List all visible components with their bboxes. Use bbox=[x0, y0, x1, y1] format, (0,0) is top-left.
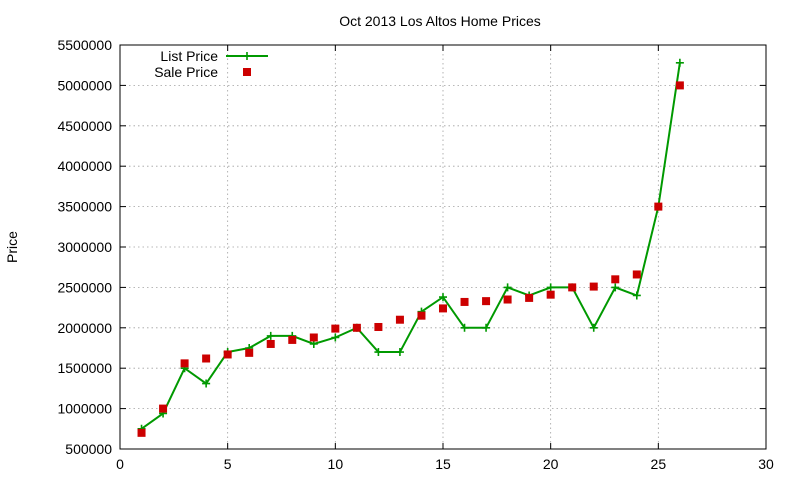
list-price-point bbox=[374, 348, 383, 357]
x-tick-label: 25 bbox=[651, 456, 667, 472]
list-price-point bbox=[546, 283, 555, 292]
x-tick-label: 10 bbox=[328, 456, 344, 472]
sale-price-point bbox=[439, 304, 447, 313]
sale-price-point bbox=[374, 322, 383, 331]
sale-price-point bbox=[245, 348, 254, 357]
sale-price-point bbox=[137, 428, 146, 437]
sale-price-point bbox=[589, 282, 598, 291]
series-layer bbox=[137, 58, 684, 437]
sale-price-point bbox=[309, 333, 318, 342]
list-price-point bbox=[460, 323, 469, 332]
legend-label: List Price bbox=[160, 48, 218, 64]
sale-price-point bbox=[503, 295, 512, 304]
x-tick-label: 15 bbox=[435, 456, 451, 472]
x-tick-label: 0 bbox=[116, 456, 124, 472]
y-tick-label: 500000 bbox=[65, 441, 112, 457]
sale-price-point bbox=[202, 354, 211, 363]
legend-plus-marker bbox=[243, 52, 251, 60]
sale-price-point bbox=[482, 297, 491, 306]
sale-price-point bbox=[223, 350, 232, 359]
sale-price-point bbox=[654, 202, 663, 211]
list-price-line bbox=[140, 62, 681, 430]
sale-price-point bbox=[568, 283, 577, 292]
list-price-point bbox=[503, 283, 512, 292]
list-price-point bbox=[632, 291, 641, 300]
sale-price-point bbox=[417, 311, 426, 320]
list-price-point bbox=[266, 331, 275, 340]
y-axis-label: Price bbox=[4, 231, 20, 263]
sale-price-point bbox=[632, 270, 641, 279]
list-price-point bbox=[675, 58, 684, 67]
sale-price-point bbox=[395, 315, 404, 324]
gridlines bbox=[120, 45, 766, 449]
y-tick-label: 2000000 bbox=[57, 320, 112, 336]
legend-square-marker bbox=[243, 68, 251, 76]
y-tick-label: 1500000 bbox=[57, 360, 112, 376]
y-tick-label: 5500000 bbox=[57, 37, 112, 53]
sale-price-point bbox=[525, 293, 534, 302]
x-tick-label: 5 bbox=[224, 456, 232, 472]
y-tick-label: 4000000 bbox=[57, 158, 112, 174]
sale-price-point bbox=[352, 323, 361, 332]
y-tick-label: 2500000 bbox=[57, 279, 112, 295]
x-tick-label: 30 bbox=[758, 456, 774, 472]
y-tick-label: 3500000 bbox=[57, 199, 112, 215]
y-tick-label: 3000000 bbox=[57, 239, 112, 255]
sale-price-point bbox=[460, 297, 469, 306]
legend-label: Sale Price bbox=[154, 64, 218, 80]
list-price-point bbox=[331, 333, 340, 342]
y-tick-label: 1000000 bbox=[57, 401, 112, 417]
axis-ticks: 0 5 10 15 20 25 30 500000 1000000 1500000 2000000 2… bbox=[57, 37, 774, 472]
series-list-price bbox=[137, 58, 684, 433]
sale-price-point bbox=[266, 339, 275, 348]
sale-price-point bbox=[288, 335, 297, 344]
sale-price-point bbox=[611, 275, 620, 284]
list-price-point bbox=[439, 293, 447, 302]
series-sale-price bbox=[137, 81, 684, 437]
sale-price-point bbox=[180, 359, 189, 368]
sale-price-point bbox=[675, 81, 684, 90]
list-price-point bbox=[395, 348, 404, 357]
y-tick-label: 4500000 bbox=[57, 118, 112, 134]
sale-price-point bbox=[546, 290, 555, 299]
list-price-point bbox=[202, 379, 211, 388]
list-price-point bbox=[482, 323, 491, 332]
sale-price-point bbox=[331, 324, 340, 333]
list-price-point bbox=[611, 283, 620, 292]
sale-price-point bbox=[159, 404, 168, 413]
y-tick-label: 5000000 bbox=[57, 77, 112, 93]
list-price-point bbox=[589, 323, 598, 332]
x-tick-label: 20 bbox=[543, 456, 559, 472]
chart-title: Oct 2013 Los Altos Home Prices bbox=[339, 13, 541, 29]
